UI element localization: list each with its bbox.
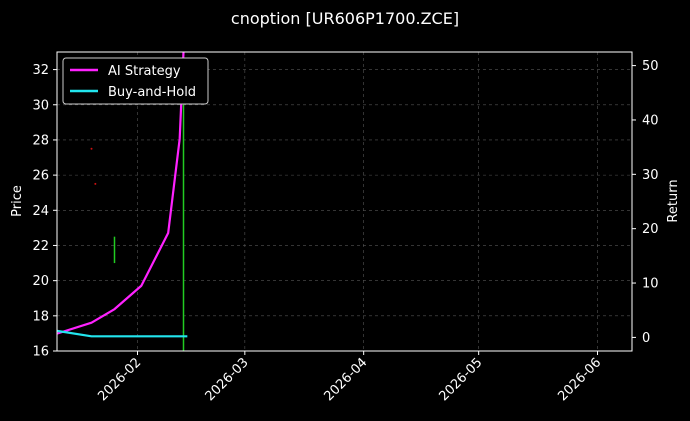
y-left-tick-label: 26 bbox=[32, 169, 49, 184]
y-left-tick-label: 22 bbox=[32, 239, 49, 254]
y-axis-right: 0 10 20 30 40 50 bbox=[632, 59, 659, 346]
y-left-tick-label: 30 bbox=[32, 98, 49, 113]
y-right-tick-label: 10 bbox=[642, 277, 659, 292]
y-right-tick-label: 0 bbox=[642, 331, 650, 346]
price-dot bbox=[90, 147, 93, 150]
price-dot bbox=[94, 182, 97, 185]
series-line-buy-and-hold bbox=[57, 329, 188, 338]
y-axis-left: 16 18 20 22 24 26 28 30 32 bbox=[32, 63, 57, 360]
legend-label-buy-and-hold: Buy-and-Hold bbox=[108, 85, 196, 100]
y-left-tick-label: 18 bbox=[32, 309, 49, 324]
legend-label-ai-strategy: AI Strategy bbox=[108, 64, 181, 79]
y-axis-right-label: Return bbox=[666, 179, 681, 222]
series-lines bbox=[57, 52, 188, 338]
price-marks bbox=[90, 104, 185, 351]
y-right-tick-label: 20 bbox=[642, 222, 659, 237]
y-left-tick-label: 20 bbox=[32, 274, 49, 289]
y-left-tick-label: 16 bbox=[32, 345, 49, 360]
y-right-tick-label: 40 bbox=[642, 113, 659, 128]
legend: AI Strategy Buy-and-Hold bbox=[62, 57, 209, 105]
plot-frame bbox=[56, 51, 633, 352]
chart-title: cnoption [UR606P1700.ZCE] bbox=[231, 9, 459, 28]
legend-box bbox=[62, 57, 209, 105]
y-left-tick-label: 32 bbox=[32, 63, 49, 78]
y-right-tick-label: 30 bbox=[642, 168, 659, 183]
series-line-ai-strategy bbox=[57, 52, 185, 335]
y-axis-left-label: Price bbox=[10, 185, 25, 217]
y-left-tick-label: 24 bbox=[32, 204, 49, 219]
y-right-tick-label: 50 bbox=[642, 59, 659, 74]
y-left-tick-label: 28 bbox=[32, 133, 49, 148]
